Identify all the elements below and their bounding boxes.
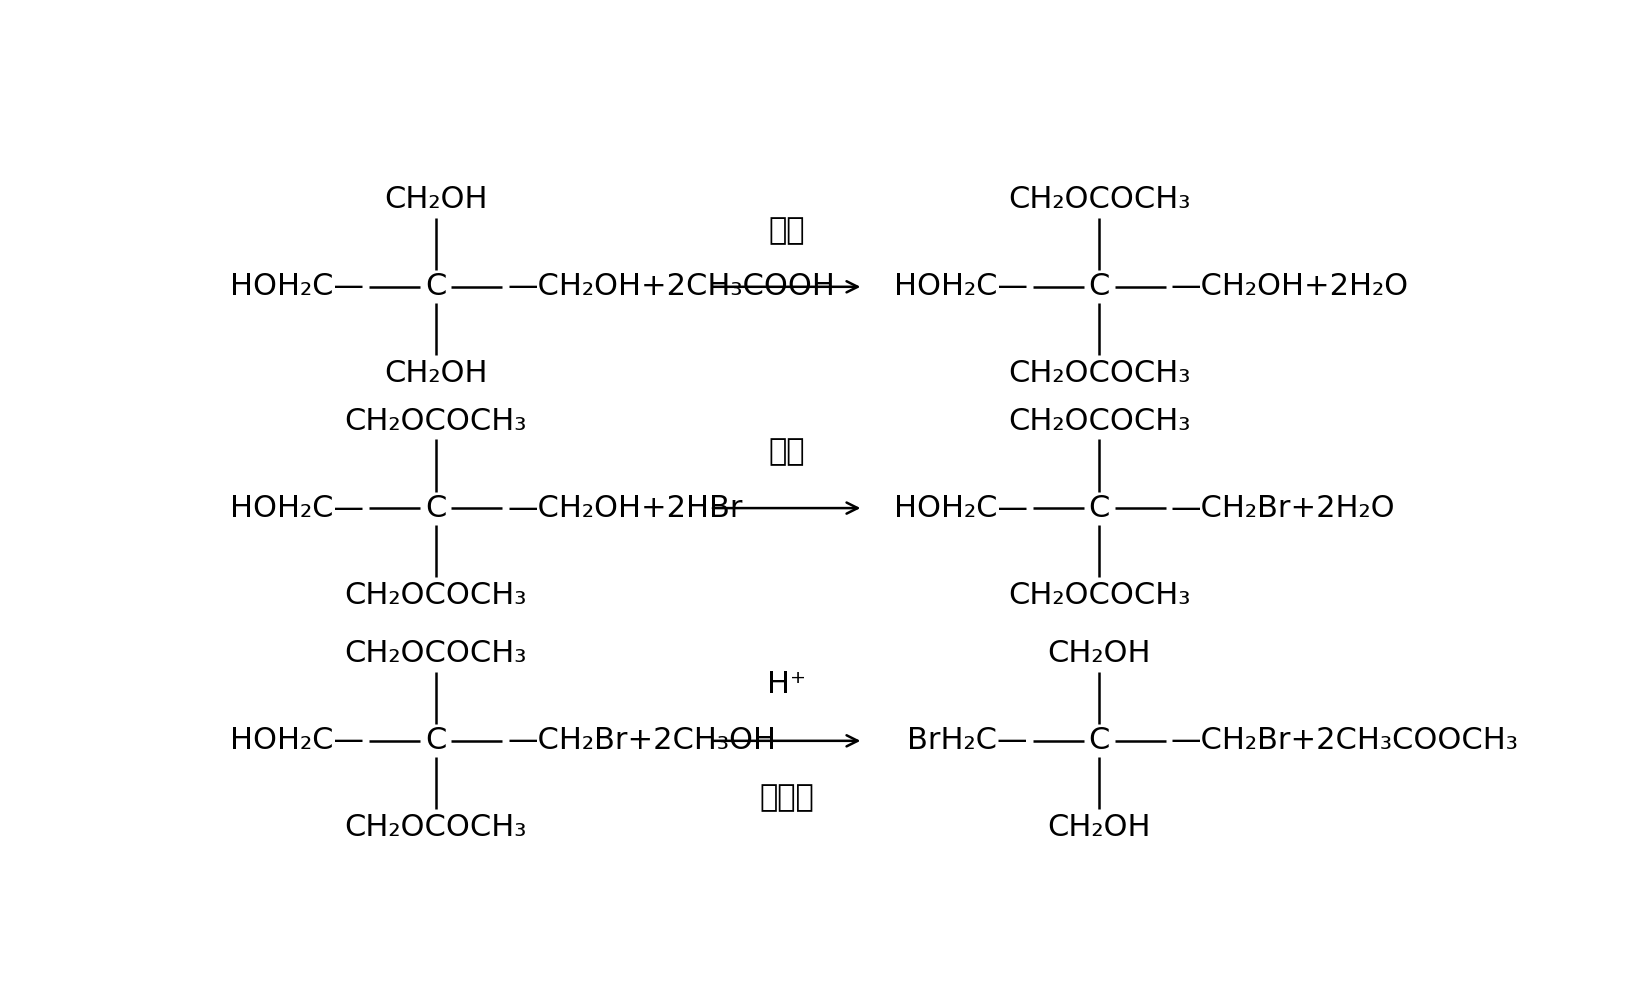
Text: C: C xyxy=(425,494,446,522)
Text: CH₂OCOCH₃: CH₂OCOCH₃ xyxy=(344,814,527,842)
Text: —CH₂OH+2HBr: —CH₂OH+2HBr xyxy=(507,494,743,522)
Text: BrH₂C—: BrH₂C— xyxy=(907,726,1028,755)
Text: —CH₂OH+2H₂O: —CH₂OH+2H₂O xyxy=(1171,273,1408,301)
Text: 取代: 取代 xyxy=(769,437,805,466)
Text: —CH₂OH+2CH₃COOH: —CH₂OH+2CH₃COOH xyxy=(507,273,835,301)
Text: 酵化: 酵化 xyxy=(769,216,805,245)
Text: CH₂OCOCH₃: CH₂OCOCH₃ xyxy=(1008,360,1191,388)
Text: C: C xyxy=(425,726,446,755)
Text: C: C xyxy=(1089,726,1110,755)
Text: —CH₂Br+2H₂O: —CH₂Br+2H₂O xyxy=(1171,494,1395,522)
Text: —CH₂Br+2CH₃COOCH₃: —CH₂Br+2CH₃COOCH₃ xyxy=(1171,726,1519,755)
Text: CH₂OH: CH₂OH xyxy=(1047,639,1151,668)
Text: HOH₂C—: HOH₂C— xyxy=(231,273,364,301)
Text: HOH₂C—: HOH₂C— xyxy=(231,494,364,522)
Text: CH₂OCOCH₃: CH₂OCOCH₃ xyxy=(1008,581,1191,609)
Text: CH₂OCOCH₃: CH₂OCOCH₃ xyxy=(344,639,527,668)
Text: H⁺: H⁺ xyxy=(768,670,805,699)
Text: CH₂OCOCH₃: CH₂OCOCH₃ xyxy=(1008,406,1191,436)
Text: C: C xyxy=(1089,273,1110,301)
Text: CH₂OH: CH₂OH xyxy=(384,185,488,214)
Text: CH₂OCOCH₃: CH₂OCOCH₃ xyxy=(344,406,527,436)
Text: CH₂OH: CH₂OH xyxy=(384,360,488,388)
Text: —CH₂Br+2CH₃OH: —CH₂Br+2CH₃OH xyxy=(507,726,776,755)
Text: HOH₂C—: HOH₂C— xyxy=(894,494,1028,522)
Text: C: C xyxy=(425,273,446,301)
Text: HOH₂C—: HOH₂C— xyxy=(894,273,1028,301)
Text: C: C xyxy=(1089,494,1110,522)
Text: 酵分解: 酵分解 xyxy=(759,783,814,812)
Text: CH₂OCOCH₃: CH₂OCOCH₃ xyxy=(1008,185,1191,214)
Text: HOH₂C—: HOH₂C— xyxy=(231,726,364,755)
Text: CH₂OH: CH₂OH xyxy=(1047,814,1151,842)
Text: CH₂OCOCH₃: CH₂OCOCH₃ xyxy=(344,581,527,609)
